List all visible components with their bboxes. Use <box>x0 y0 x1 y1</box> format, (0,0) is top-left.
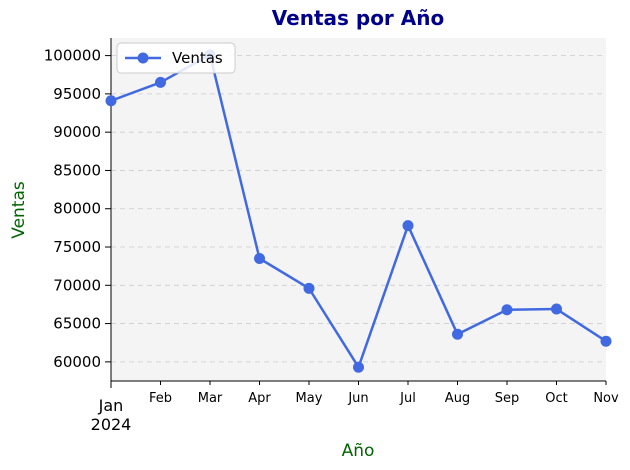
y-tick-label: 90000 <box>53 123 101 141</box>
y-tick-label: 65000 <box>53 315 101 333</box>
x-tick-label: May <box>296 391 323 406</box>
x-year-label: 2024 <box>91 415 132 434</box>
data-point-ventas <box>105 95 117 107</box>
data-point-ventas <box>155 76 166 88</box>
x-tick-label: Sep <box>495 391 520 406</box>
x-tick-label: Jan <box>98 396 124 415</box>
y-tick-label: 95000 <box>53 85 101 103</box>
data-point-ventas <box>600 335 612 347</box>
chart-title: Ventas por Año <box>272 6 444 30</box>
x-tick-label: Nov <box>593 391 619 406</box>
legend: Ventas <box>116 42 236 74</box>
y-tick-label: 60000 <box>53 353 101 371</box>
x-tick-label: Jul <box>399 391 416 406</box>
tick-labels: 60000 65000 70000 75000 80000 85000 90000 95000… <box>44 47 619 434</box>
legend-marker <box>137 52 149 64</box>
y-tick-label: 75000 <box>53 238 101 256</box>
x-tick-label: Feb <box>149 391 172 406</box>
data-point-ventas <box>353 361 364 373</box>
y-tick-label: 70000 <box>53 276 101 294</box>
data-point-ventas <box>452 328 463 340</box>
x-tick-label: Jun <box>347 391 368 406</box>
x-tick-label: Apr <box>248 391 271 406</box>
data-point-ventas <box>402 220 414 232</box>
y-tick-label: 85000 <box>53 161 101 179</box>
y-tick-label: 80000 <box>53 200 101 218</box>
legend-box <box>116 42 236 74</box>
x-tick-label: Aug <box>445 391 470 406</box>
data-point-ventas <box>303 282 315 294</box>
y-axis-label: Ventas <box>9 181 29 239</box>
x-tick-label: Mar <box>198 391 223 406</box>
axes <box>105 38 607 388</box>
data-point-ventas <box>551 303 562 315</box>
x-axis-label: Año <box>342 441 375 461</box>
data-point-ventas <box>501 304 513 316</box>
x-tick-label: Oct <box>545 391 567 406</box>
plot-area <box>111 38 606 381</box>
data-point-ventas <box>254 253 265 264</box>
y-tick-label: 100000 <box>44 47 101 65</box>
legend-label-ventas: Ventas <box>172 49 223 67</box>
